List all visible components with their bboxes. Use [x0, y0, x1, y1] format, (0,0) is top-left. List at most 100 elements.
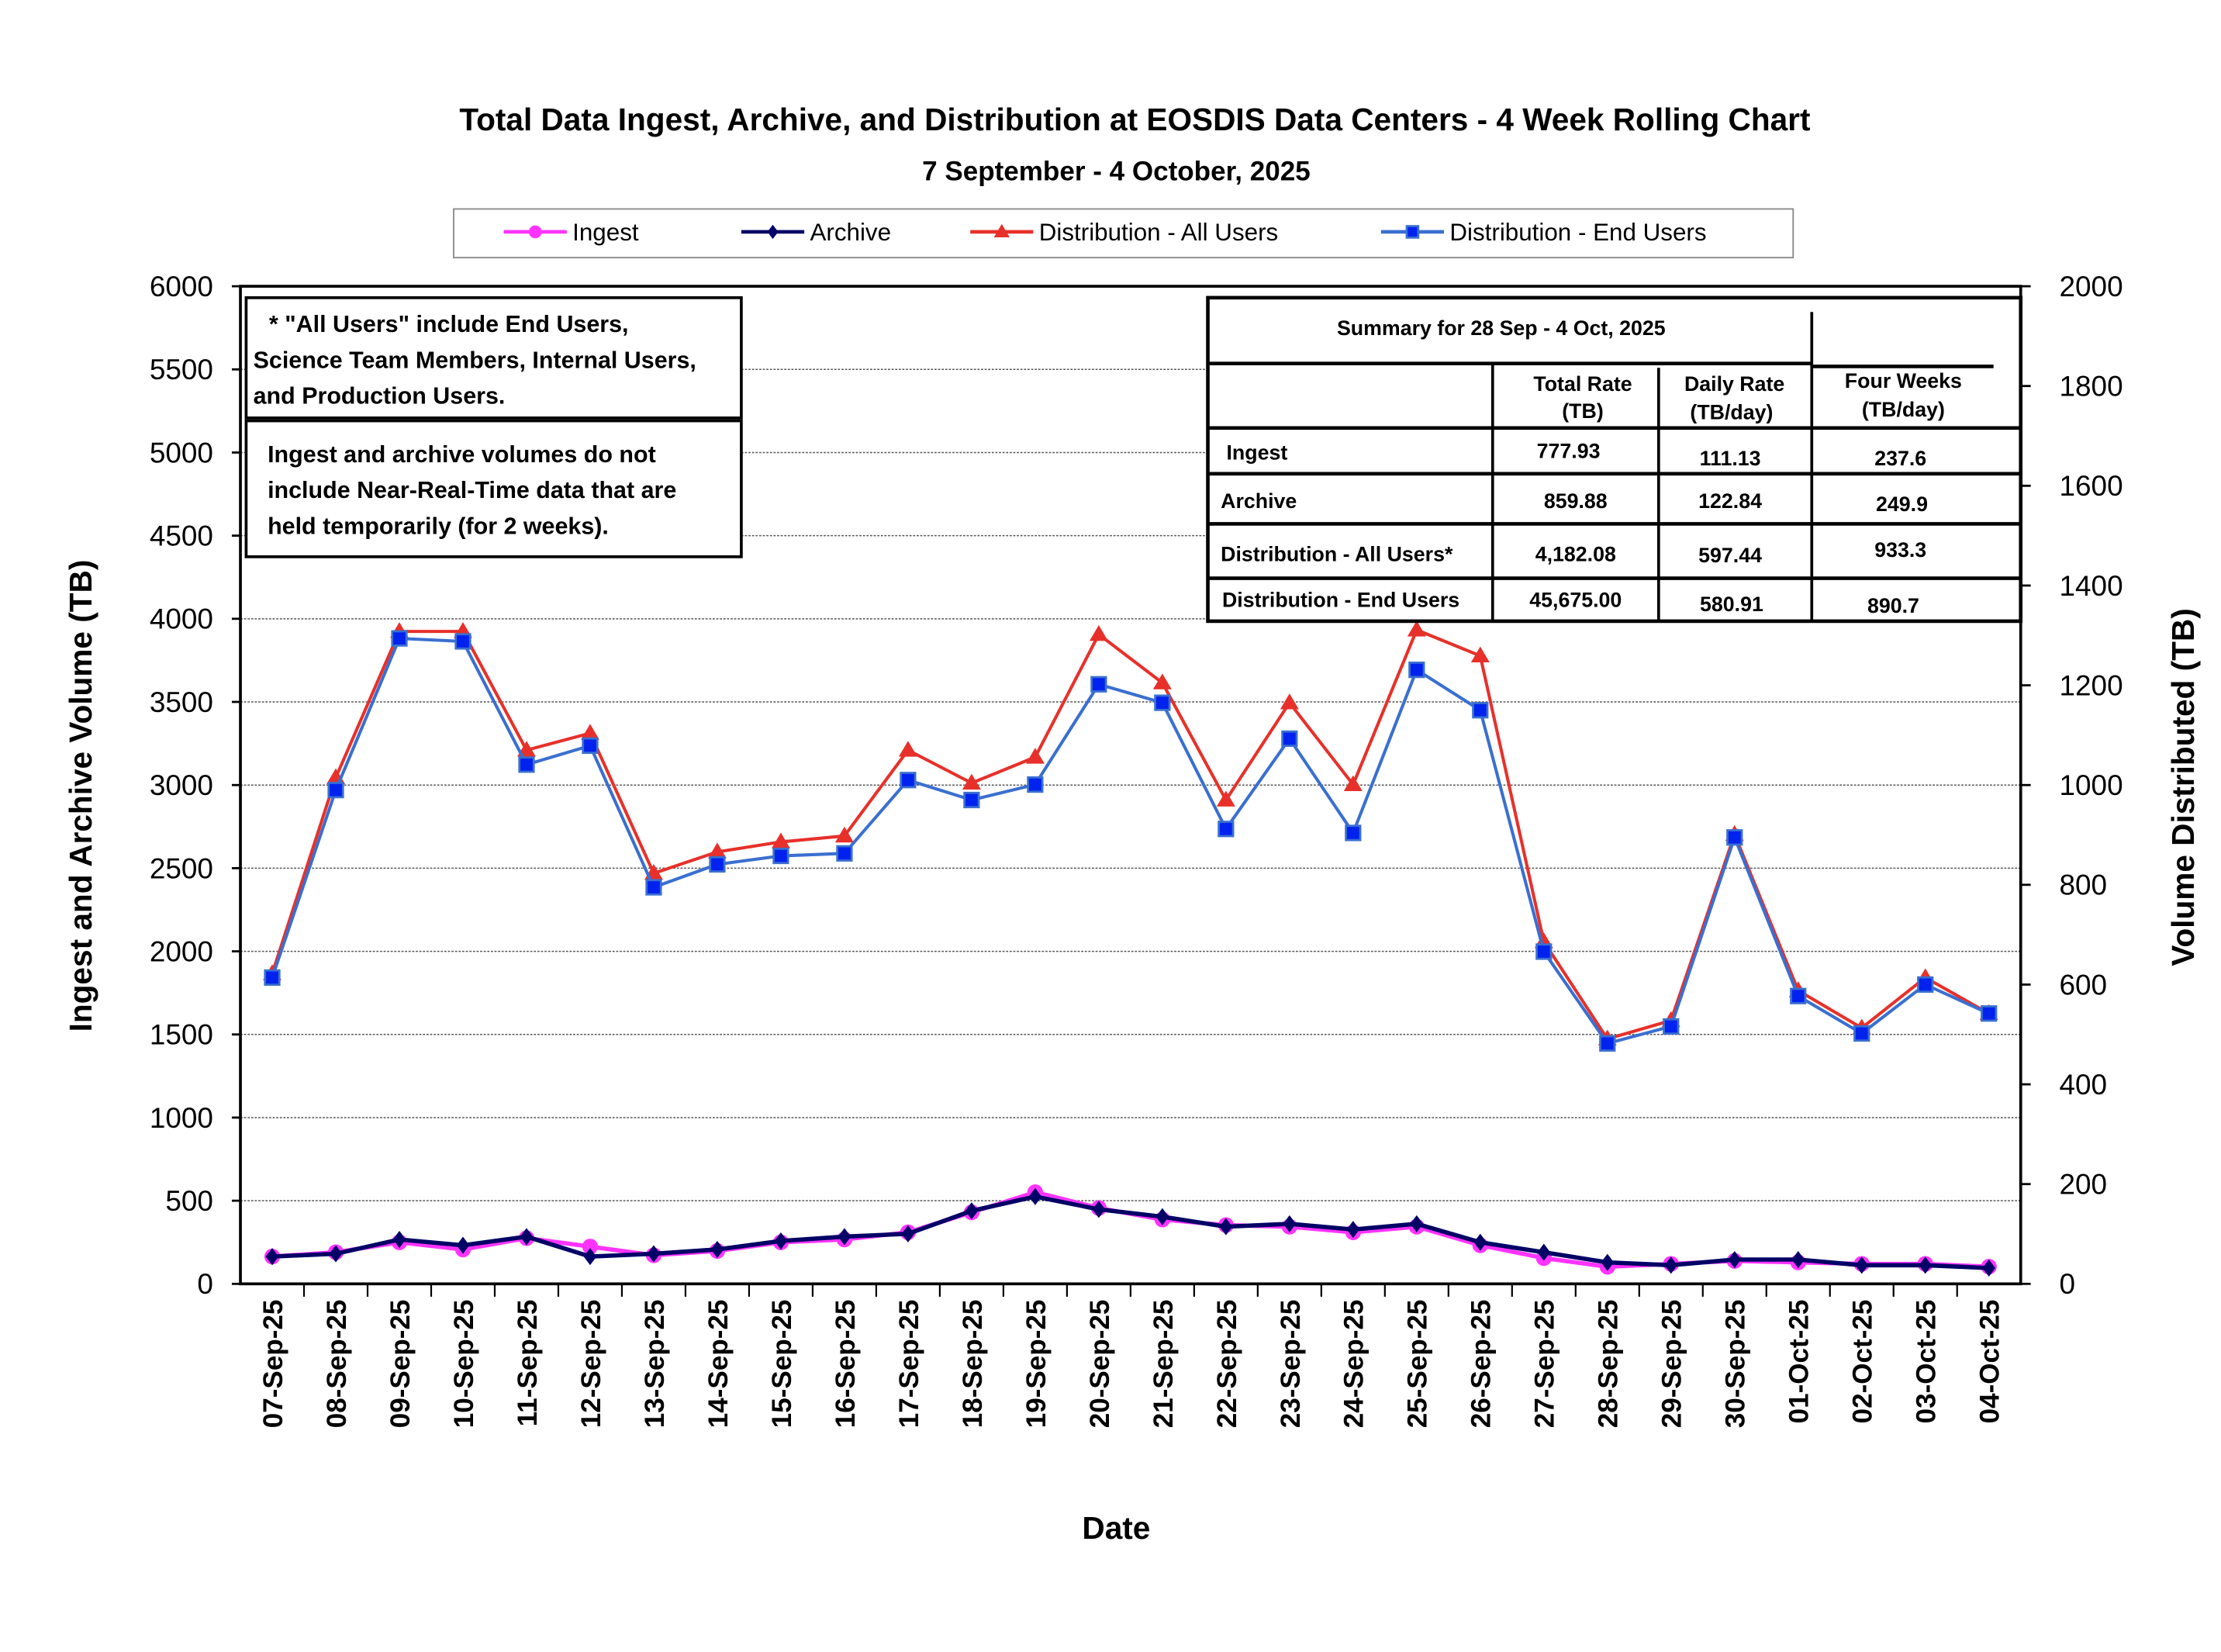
archive-point	[647, 1245, 661, 1263]
x-tick-label: 22-Sep-25	[1212, 1300, 1242, 1429]
distribution-end-point	[1345, 824, 1362, 842]
summary-header: Four Weeks	[1845, 369, 1962, 392]
distribution-end-point	[772, 847, 789, 865]
y2-tick-label: 600	[2060, 969, 2108, 1001]
summary-header: Daily Rate	[1684, 372, 1784, 396]
distribution-end-point	[391, 630, 408, 647]
x-tick-label: 30-Sep-25	[1721, 1300, 1751, 1429]
legend-label: Distribution - End Users	[1449, 219, 1706, 246]
archive-point	[583, 1248, 597, 1266]
x-tick-label: 26-Sep-25	[1466, 1300, 1497, 1429]
note-line: include Near-Real-Time data that are	[268, 477, 676, 503]
x-tick-label: 24-Sep-25	[1339, 1300, 1370, 1429]
summary-row-label: Distribution - End Users	[1222, 588, 1459, 611]
distribution-end-point	[1790, 987, 1807, 1004]
x-tick-label: 28-Sep-25	[1594, 1300, 1624, 1429]
x-tick-label: 04-Oct-25	[1975, 1300, 2005, 1424]
distribution-all-point	[1089, 624, 1108, 641]
x-tick-label: 21-Sep-25	[1148, 1300, 1179, 1429]
distribution-end-point	[1853, 1025, 1870, 1042]
archive-point	[1664, 1256, 1678, 1274]
x-tick-label: 20-Sep-25	[1085, 1300, 1115, 1429]
distribution-all-point	[1152, 673, 1172, 689]
distribution-end-point	[264, 969, 281, 987]
x-tick-label: 01-Oct-25	[1784, 1300, 1815, 1424]
x-tick-label: 25-Sep-25	[1403, 1300, 1433, 1429]
legend-item-ingest: Ingest	[503, 219, 639, 246]
y-axis-label: Ingest and Archive Volume (TB)	[63, 560, 98, 1032]
y2-axis-label: Volume Distributed (TB)	[2165, 608, 2201, 966]
ingest-point	[582, 1239, 599, 1255]
distribution-all-point	[1407, 620, 1426, 637]
series-layer	[263, 620, 1998, 1277]
y-tick-label: 0	[197, 1268, 213, 1300]
archive-point	[329, 1245, 343, 1263]
archive-point	[456, 1236, 470, 1254]
chart-title: Total Data Ingest, Archive, and Distribu…	[459, 102, 1811, 137]
distribution-end-point	[963, 791, 980, 809]
note-nrt: Ingest and archive volumes do not includ…	[244, 419, 743, 558]
summary-cell: 122.84	[1698, 489, 1762, 513]
archive-point	[774, 1232, 788, 1250]
archive-point	[1028, 1187, 1042, 1205]
distribution-all-point	[1216, 790, 1235, 807]
x-tick-label: 23-Sep-25	[1276, 1300, 1306, 1429]
x-tick-label: 14-Sep-25	[703, 1300, 734, 1429]
distribution-all-point	[993, 223, 1010, 238]
distribution-end-series	[264, 630, 1998, 1052]
x-tick-label: 10-Sep-25	[449, 1300, 479, 1429]
archive-point	[520, 1228, 534, 1246]
legend-item-distribution-end: Distribution - End Users	[1380, 219, 1707, 246]
x-tick-label: 16-Sep-25	[831, 1300, 861, 1429]
y2-tick-label: 400	[2060, 1069, 2108, 1101]
distribution-all-point	[1343, 775, 1363, 791]
distribution-all-point	[1280, 693, 1299, 710]
summary-cell: 4,182.08	[1535, 542, 1616, 565]
summary-row-label: Archive	[1221, 489, 1297, 513]
x-tick-label: 03-Oct-25	[1912, 1300, 1942, 1424]
y-tick-label: 500	[165, 1185, 213, 1217]
distribution-end-point	[1027, 776, 1044, 793]
note-all-users: * "All Users" include End Users, Science…	[244, 295, 743, 420]
y-tick-label: 2500	[150, 852, 213, 884]
x-tick-label: 02-Oct-25	[1848, 1300, 1878, 1424]
y-tick-label: 3000	[150, 769, 213, 801]
distribution-all-point	[962, 773, 981, 790]
distribution-all-point	[898, 741, 917, 757]
summary-cell: 597.44	[1698, 544, 1762, 567]
distribution-end-point	[1090, 676, 1107, 693]
y2-tick-label: 200	[2060, 1169, 2108, 1201]
distribution-end-point	[1981, 1005, 1998, 1022]
distribution-end-point	[1726, 829, 1743, 846]
distribution-end-point	[836, 845, 853, 862]
y2-tick-label: 800	[2060, 869, 2108, 901]
summary-row-label: Ingest	[1227, 441, 1288, 464]
distribution-end-point	[1154, 694, 1171, 711]
x-tick-label: 19-Sep-25	[1021, 1300, 1052, 1429]
y-tick-label: 2000	[150, 935, 213, 967]
y2-tick-label: 1000	[2060, 769, 2123, 801]
distribution-end-point	[518, 756, 535, 773]
y-tick-label: 4500	[150, 520, 213, 552]
x-tick-label: 13-Sep-25	[640, 1300, 670, 1429]
x-tick-label: 09-Sep-25	[385, 1300, 416, 1429]
summary-cell: 933.3	[1874, 538, 1926, 562]
axes: 0500100015002000250030003500400045005000…	[150, 271, 2123, 1428]
distribution-end-point	[454, 633, 471, 650]
summary-header: Total Rate	[1533, 372, 1632, 396]
y-tick-label: 5000	[150, 437, 213, 468]
distribution-end-line	[271, 637, 1990, 1045]
distribution-end-point	[1917, 976, 1934, 994]
archive-point	[710, 1240, 724, 1259]
summary-cell: 777.93	[1537, 440, 1601, 463]
x-tick-label: 27-Sep-25	[1530, 1300, 1560, 1429]
distribution-end-point	[1408, 662, 1425, 679]
legend-label: Distribution - All Users	[1039, 219, 1278, 246]
archive-point	[1219, 1218, 1233, 1236]
archive-point	[1919, 1256, 1933, 1274]
summary-header: (TB/day)	[1862, 398, 1945, 421]
archive-point	[1855, 1256, 1869, 1274]
distribution-all-point	[707, 842, 727, 859]
x-tick-label: 29-Sep-25	[1657, 1300, 1687, 1429]
